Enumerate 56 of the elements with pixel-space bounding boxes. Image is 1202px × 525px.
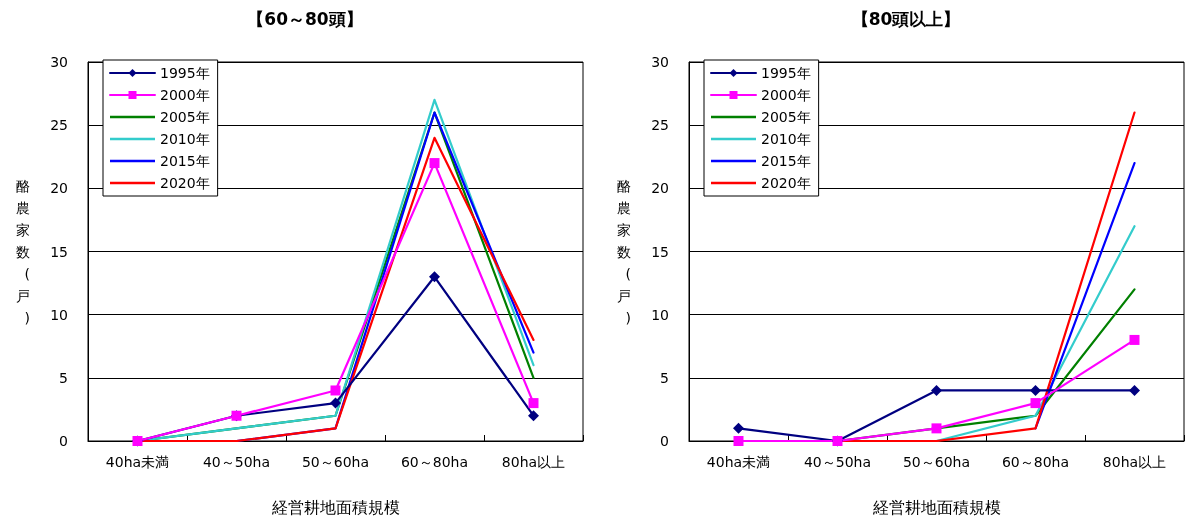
y-tick-label: 10 [651,306,669,323]
y-axis-title: 酪農家数(戸) [617,177,631,326]
legend-label: 2000年 [160,87,210,103]
point [429,271,440,283]
x-axis-title: 経営耕地面積規模 [871,497,1001,517]
y-tick-label: 20 [651,180,669,197]
y-tick-label: 25 [651,117,669,134]
point [733,422,744,434]
y-tick-label: 5 [660,369,669,386]
point [528,410,539,422]
y-tick-label: 0 [59,433,68,449]
legend-label: 2015年 [761,153,811,169]
x-axis-title: 経営耕地面積規模 [270,497,400,517]
point [528,398,539,409]
x-tick-label: 60～80ha [400,454,469,470]
x-tick-label: 40ha未満 [105,454,170,470]
point [330,397,341,409]
point [1030,384,1041,396]
point [733,436,744,446]
x-tick-label: 40～50ha [202,454,271,470]
legend-label: 2010年 [160,131,210,147]
legend-label: 2005年 [160,109,210,125]
y-tick-label: 0 [660,433,669,449]
x-tick-label: 40ha未満 [706,454,771,470]
legend-label: 2020年 [160,175,210,191]
legend-label: 2010年 [761,131,811,147]
legend-label: 2000年 [761,87,811,103]
y-axis-title: 酪農家数(戸) [16,177,30,326]
x-tick-label: 80ha以上 [1102,454,1167,470]
x-tick-label: 60～80ha [1001,454,1070,470]
legend-label: 1995年 [160,65,210,81]
y-tick-label: 30 [50,54,68,70]
chart-title: 【60～80頭】 [247,8,363,29]
y-tick-label: 5 [59,369,68,386]
point [330,385,341,396]
y-tick-label: 15 [50,243,68,260]
chart-title: 【80頭以上】 [851,8,961,29]
point [1129,384,1140,396]
point [931,423,942,434]
x-tick-label: 50～60ha [902,454,971,470]
legend-label: 1995年 [761,65,811,81]
y-tick-label: 10 [50,306,68,323]
legend-label: 2020年 [761,175,811,191]
x-tick-label: 40～50ha [803,454,872,470]
point [1129,334,1140,345]
y-tick-label: 20 [50,180,68,197]
y-tick-label: 25 [50,117,68,134]
y-tick-label: 30 [651,54,669,70]
legend-label: 2005年 [761,109,811,125]
point [1030,398,1041,409]
x-tick-label: 80ha以上 [501,454,566,470]
y-tick-label: 15 [651,243,669,260]
legend-label: 2015年 [160,153,210,169]
point [931,384,942,396]
point [429,158,440,169]
x-tick-label: 50～60ha [301,454,370,470]
